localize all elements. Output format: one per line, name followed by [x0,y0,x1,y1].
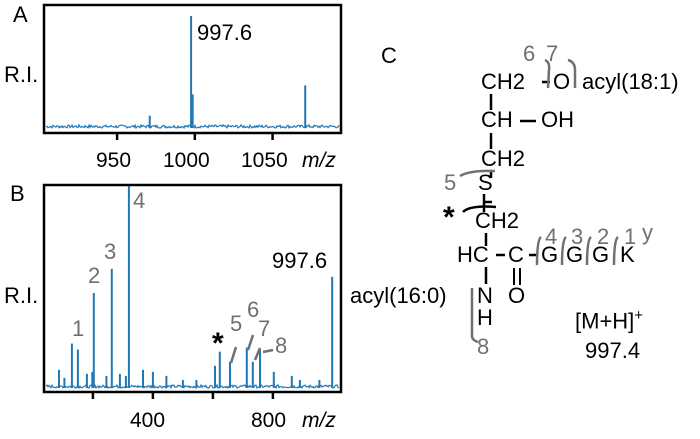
fragment-label-3: 3 [104,239,117,264]
panel-b-y-axis-label: R.I. [4,283,39,308]
fragment-pointer [246,334,255,351]
residue-g1: G [541,242,559,267]
cleavage-7 [567,58,577,88]
fragment-label-star: * [212,327,224,360]
fragment-pointer [229,346,238,364]
atom-hc: HC [457,242,489,267]
atom-oh: OH [541,107,574,132]
panel-b-peak-label: 997.6 [272,248,328,273]
cleavage-4 [535,236,542,266]
panel-b-tick-800: 800 [251,409,287,432]
ion-label: [M+H]+ [575,305,643,332]
cleavage-1 [612,236,619,266]
structure-frag-6: 6 [523,41,536,66]
fragment-pointer [262,348,274,354]
fragment-label-6: 6 [247,297,260,322]
panel-a-frame [42,3,343,135]
panel-a-tick-950: 950 [96,149,132,172]
panel-b-letter: B [10,181,25,206]
cleavage-8 [470,288,479,344]
atom-o-ester: O [553,69,571,94]
panel-c-letter: C [381,43,397,68]
atom-o-carbonyl: O [508,283,526,308]
atom-ch2-low: CH2 [475,208,520,233]
fragment-label-7: 7 [258,316,271,341]
fragment-pointer [253,347,262,361]
panel-a-y-axis-label: R.I. [4,62,39,87]
panel-a-letter: A [13,2,28,27]
acyl-16-0: acyl(16:0) [350,283,447,308]
cleavage-star [462,205,497,213]
atom-ch: CH [481,107,513,132]
structure-frag-4: 4 [545,224,558,249]
panel-b-baseline [45,383,340,390]
structure-y-ion-label: y [642,220,653,245]
panel-a-x-axis-label: m/z [302,149,336,172]
fragment-label-1: 1 [72,316,85,341]
ion-charge: + [634,307,644,324]
atom-h: H [477,305,493,330]
fragment-label-8: 8 [275,333,288,358]
panel-a-peak-label: 997.6 [197,20,253,45]
panel-a-tick-1000: 1000 [163,149,210,172]
residue-g3: G [592,242,610,267]
structure-frag-7: 7 [546,41,559,66]
cleavage-2 [585,236,592,266]
panel-a-tick-1050: 1050 [241,149,288,172]
atom-ch2-top: CH2 [481,69,526,94]
ion-mass: 997.4 [585,338,641,363]
atom-n: N [477,283,493,308]
panel-b-tick-400: 400 [130,409,166,432]
structure-star: * [443,201,455,234]
structure-frag-3: 3 [571,224,584,249]
atom-c-carbonyl: C [508,242,524,267]
atom-s: S [478,170,493,195]
fragment-label-2: 2 [88,263,101,288]
cleavage-5 [459,169,496,178]
fragment-label-4: 4 [133,188,146,213]
structure-frag-5: 5 [444,170,457,195]
structure-frag-2: 2 [597,224,610,249]
panel-b-frame [42,183,343,394]
structure-frag-1: 1 [624,224,637,249]
ion-formula: [M+H] [575,308,635,334]
panel-b-x-axis-label: m/z [302,409,336,432]
fragment-label-5: 5 [230,311,243,336]
structure-frag-8: 8 [477,334,490,359]
residue-g2: G [566,242,584,267]
cleavage-6 [544,58,551,89]
acyl-18-1: acyl(18:1) [582,69,679,94]
atom-ch2-mid: CH2 [481,146,526,171]
cleavage-3 [560,236,567,266]
residue-k: K [620,242,635,267]
